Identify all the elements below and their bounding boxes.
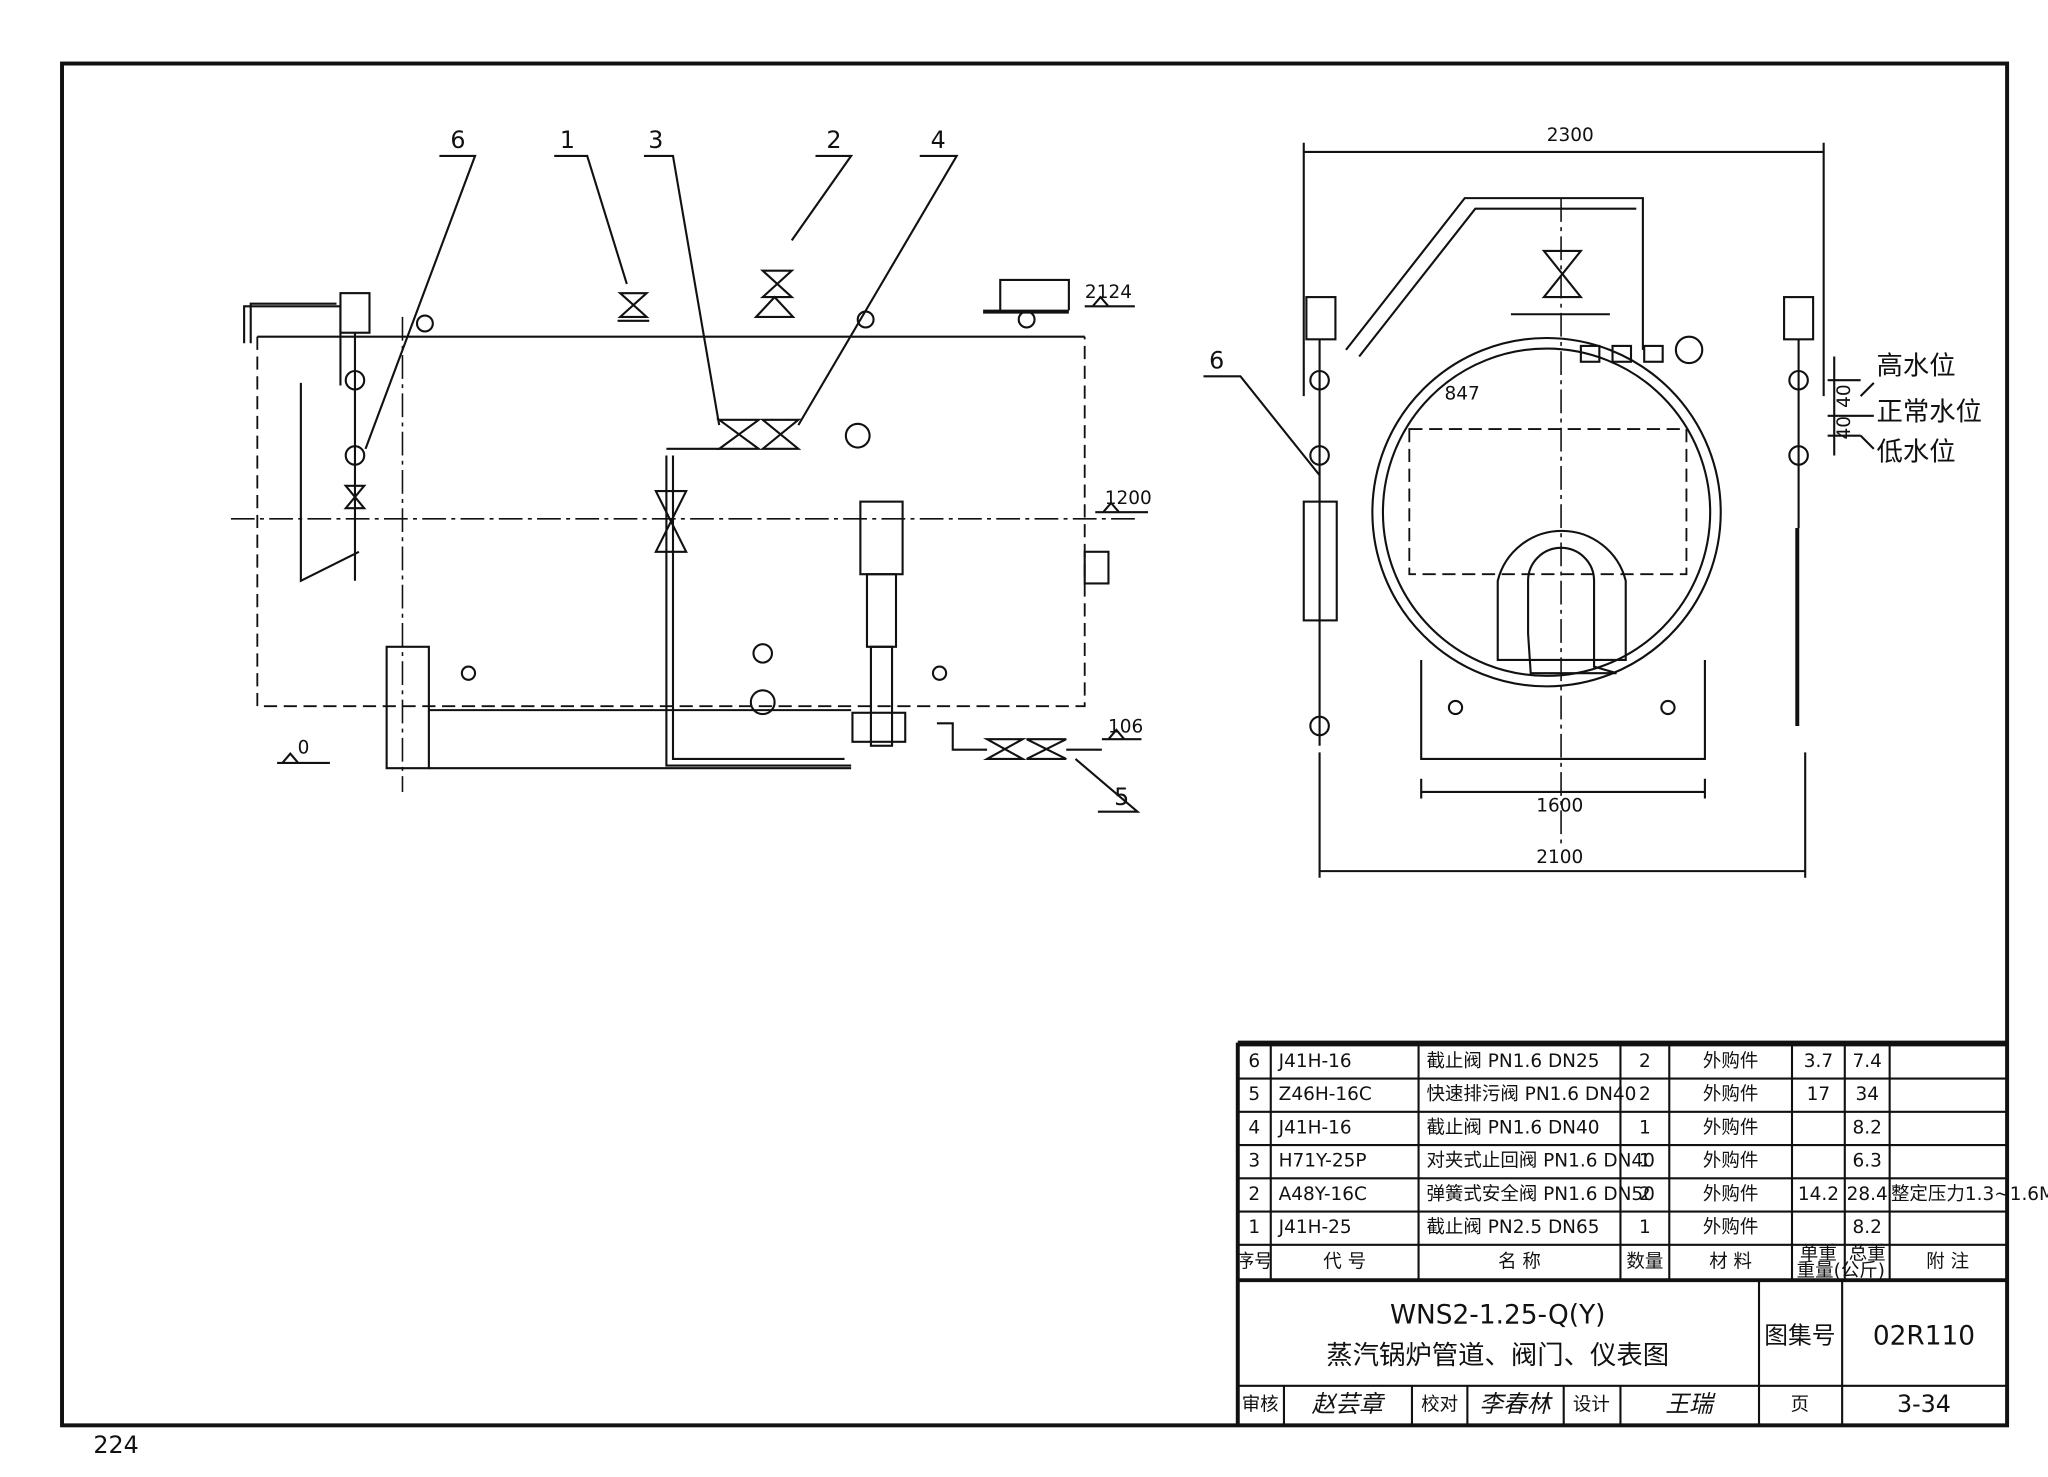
elevation: 1200 [1105,488,1152,509]
cell: 截止阀 PN2.5 DN65 [1426,1217,1599,1238]
cell: J41H-16 [1278,1117,1352,1138]
cell: 3 [1248,1151,1260,1172]
cell: 2 [1248,1184,1260,1205]
cell: 外购件 [1703,1117,1758,1138]
water-level: 低水位 [1876,437,1955,467]
cell: 弹簧式安全阀 PN1.6 DN50 [1426,1184,1654,1205]
header-cell: 序号 [1236,1252,1273,1273]
header-cell: 名 称 [1498,1252,1541,1273]
parts-table: WNS2-1.25-Q(Y) 蒸汽锅炉管道、阀门、仪表图 图集号 02R110 … [1236,1040,2048,1426]
callout: 5 [1114,783,1129,811]
header-cell: 总重 [1849,1244,1886,1265]
cell: 1 [1639,1117,1651,1138]
cell: 外购件 [1703,1217,1758,1238]
drawing-title: 蒸汽锅炉管道、阀门、仪表图 [1326,1341,1669,1371]
header-cell: 单重 [1800,1244,1837,1265]
model: WNS2-1.25-Q(Y) [1390,1300,1606,1330]
dimension: 40 [1834,416,1855,440]
water-level: 正常水位 [1876,398,1982,428]
page-number: 224 [93,1431,138,1459]
cell: 28.4 [1847,1184,1888,1205]
cell: 6.3 [1853,1151,1882,1172]
page: 3-34 [1897,1390,1951,1418]
cell: 1 [1248,1217,1260,1238]
cell: J41H-16 [1278,1051,1352,1072]
elevation: 0 [298,737,310,758]
cell: 对夹式止回阀 PN1.6 DN40 [1426,1151,1654,1172]
elevation: 2124 [1085,282,1132,303]
side-view: 6 1 3 2 4 5 2124 1200 106 0 [230,126,1152,813]
atlas-label: 图集号 [1764,1321,1835,1349]
cell: 截止阀 PN1.6 DN40 [1426,1117,1599,1138]
cell: H71Y-25P [1279,1151,1367,1172]
dimension: 40 [1834,384,1855,408]
signature: 李春林 [1479,1390,1554,1418]
cell: Z46H-16C [1279,1084,1372,1105]
cell: 外购件 [1703,1184,1758,1205]
callout: 6 [1209,346,1224,374]
cell: 截止阀 PN1.6 DN25 [1426,1051,1599,1072]
signature: 赵芸章 [1312,1390,1387,1418]
cell: 2 [1639,1084,1651,1105]
cell: A48Y-16C [1279,1184,1367,1205]
cell: 整定压力1.3~1.6MPa [1891,1184,2048,1205]
header-cell: 数量 [1626,1252,1663,1273]
cell: 14.2 [1798,1184,1839,1205]
label: 页 [1791,1395,1809,1416]
cell: 外购件 [1703,1084,1758,1105]
header-cell: 重量(公斤) [1797,1261,1885,1282]
cell: 8.2 [1853,1217,1882,1238]
header-cell: 附 注 [1926,1252,1969,1273]
cell: 1 [1639,1217,1651,1238]
dimension: 2300 [1547,125,1594,146]
callout: 1 [560,126,575,154]
callout: 4 [931,126,946,154]
signature: 王瑞 [1665,1390,1716,1418]
water-level: 高水位 [1876,352,1955,382]
header-cell: 代 号 [1323,1252,1366,1273]
cell: 7.4 [1853,1051,1882,1072]
dimension: 1600 [1536,795,1583,816]
callout: 6 [450,126,465,154]
dimension: 847 [1444,384,1479,405]
cell: 5 [1248,1084,1260,1105]
header-cell: 材 料 [1709,1252,1752,1273]
callout: 3 [648,126,663,154]
cell: 17 [1807,1084,1831,1105]
label: 审核 [1242,1395,1279,1416]
label: 设计 [1573,1395,1610,1416]
cell: 外购件 [1703,1151,1758,1172]
atlas-no: 02R110 [1873,1321,1975,1351]
cell: 8.2 [1853,1117,1882,1138]
cell: 1 [1639,1151,1651,1172]
cell: 4 [1248,1117,1260,1138]
cell: 快速排污阀 PN1.6 DN40 [1426,1084,1636,1105]
callout: 2 [826,126,841,154]
cell: J41H-25 [1278,1217,1352,1238]
cell: 34 [1855,1084,1879,1105]
cell: 6 [1248,1051,1260,1072]
dimension: 2100 [1536,847,1583,868]
elevation: 106 [1108,716,1143,737]
front-view: 2300 847 1600 2100 40 40 6 高水位 正常水位 低水位 [1203,125,1982,878]
cell: 外购件 [1703,1051,1758,1072]
cell: 3.7 [1804,1051,1833,1072]
cell: 2 [1639,1184,1651,1205]
cell: 2 [1639,1051,1651,1072]
frame [60,61,2010,1428]
label: 校对 [1421,1395,1458,1416]
